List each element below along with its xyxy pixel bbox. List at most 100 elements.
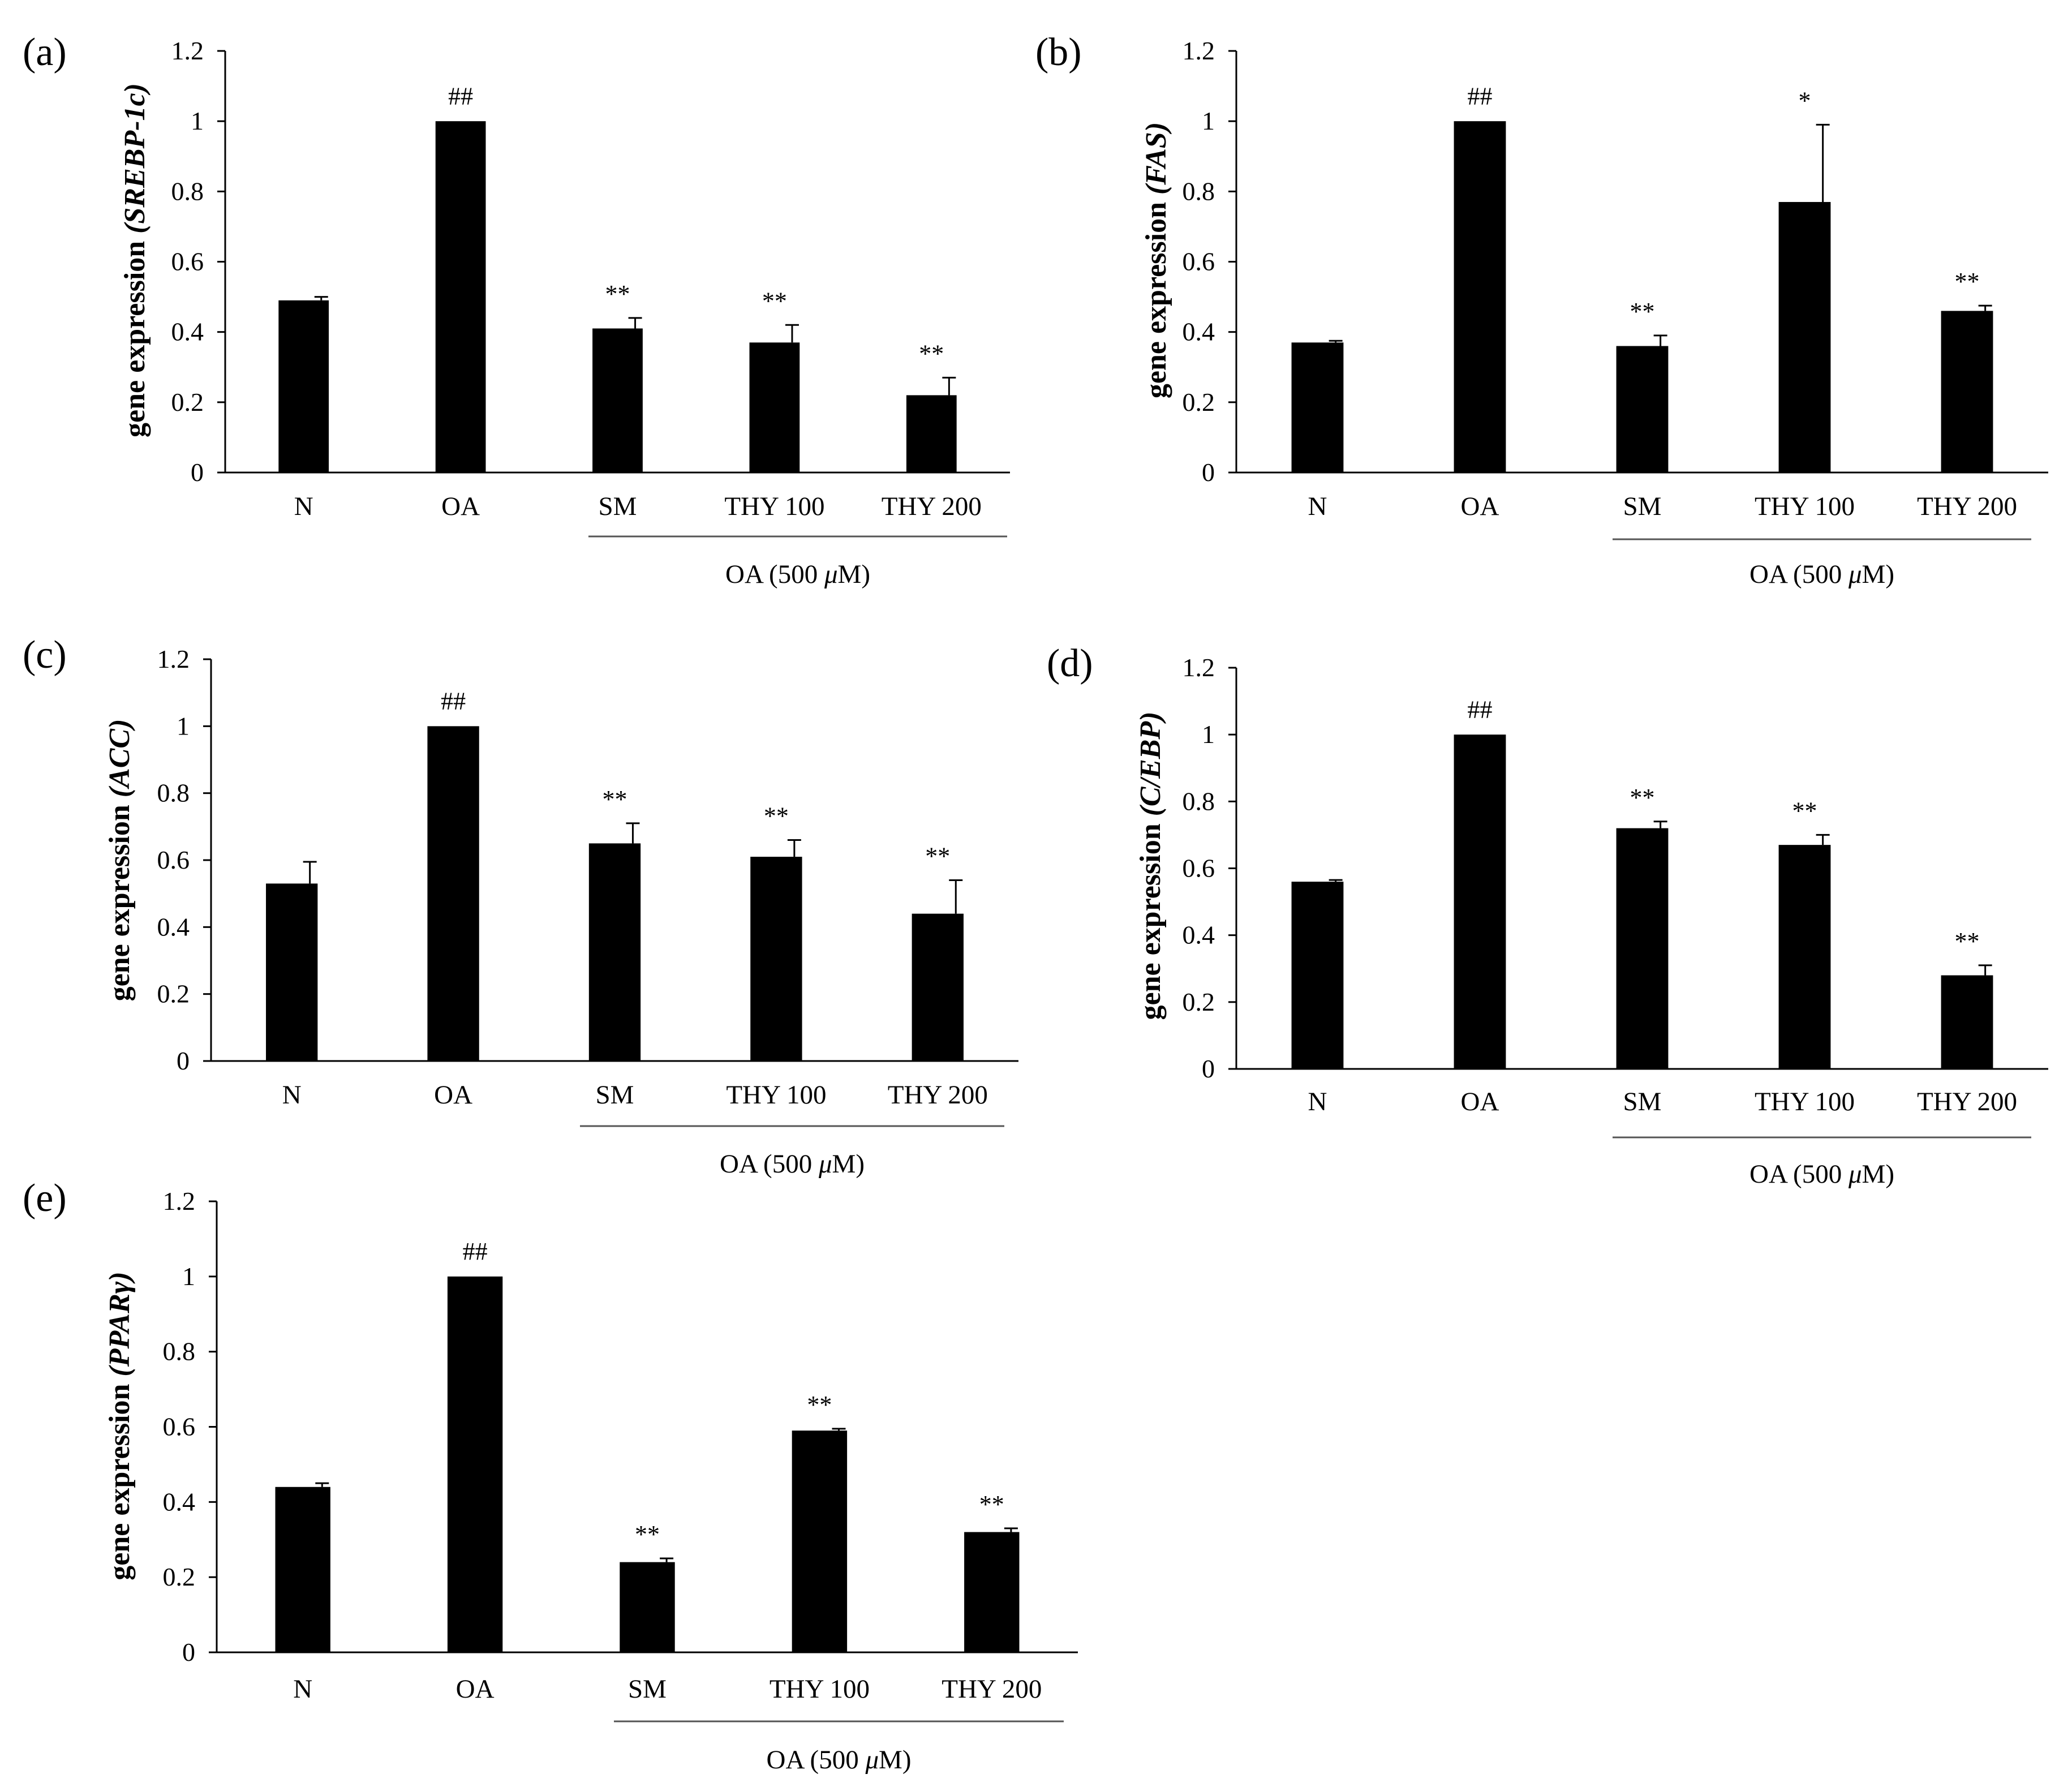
significance-marker: ## bbox=[441, 688, 466, 715]
x-tick-label: SM bbox=[1623, 1087, 1662, 1116]
panel-label: (b) bbox=[1035, 31, 1082, 74]
group-label-mu: μ bbox=[824, 560, 838, 589]
significance-marker: ** bbox=[605, 280, 630, 308]
significance-marker: ** bbox=[1955, 927, 1980, 955]
panel-label: (e) bbox=[23, 1176, 67, 1220]
group-label-prefix: OA (500 bbox=[720, 1149, 819, 1179]
bar-thy-100 bbox=[1778, 201, 1831, 472]
significance-marker: ** bbox=[1955, 268, 1980, 295]
group-label-prefix: OA (500 bbox=[1749, 1159, 1849, 1189]
y-tick-label: 0.4 bbox=[157, 912, 190, 941]
y-tick-label: 0.2 bbox=[1183, 987, 1215, 1016]
y-tick-label: 0.4 bbox=[163, 1487, 196, 1516]
x-tick-label: THY 200 bbox=[1917, 1087, 2017, 1116]
panel-label: (c) bbox=[23, 633, 67, 677]
x-tick-label: THY 200 bbox=[888, 1080, 988, 1110]
bar-n bbox=[278, 300, 329, 472]
y-tick-label: 0.2 bbox=[1183, 388, 1215, 416]
y-axis-label-prefix: gene expression bbox=[104, 797, 136, 1001]
y-tick-label: 0.4 bbox=[1183, 317, 1215, 346]
bar-sm bbox=[1616, 346, 1669, 472]
x-tick-label: N bbox=[293, 1674, 312, 1704]
bar-sm bbox=[620, 1562, 675, 1652]
x-tick-label: THY 100 bbox=[770, 1674, 870, 1704]
y-tick-label: 0.8 bbox=[163, 1337, 196, 1366]
y-tick-label: 0.2 bbox=[157, 980, 190, 1008]
x-tick-label: N bbox=[1308, 1087, 1327, 1116]
y-tick-label: 0.4 bbox=[1183, 921, 1215, 950]
bar-thy-200 bbox=[906, 395, 957, 472]
significance-marker: ## bbox=[448, 82, 473, 110]
group-label: OA (500 μM) bbox=[1749, 560, 1894, 589]
y-axis-label-gene: (SREBP-1c) bbox=[119, 83, 151, 234]
y-axis-label-prefix: gene expression bbox=[104, 1377, 136, 1580]
panel-label: (a) bbox=[23, 31, 67, 74]
group-label-unit: M) bbox=[832, 1149, 865, 1179]
y-axis-label: gene expression (SREBP-1c) bbox=[119, 83, 151, 437]
chart-panel-e: (e) 0 0.2 0.4 0.6 0.8 1 1.2 gene expression (PPA… bbox=[23, 1176, 1078, 1775]
group-label-mu: μ bbox=[865, 1745, 879, 1775]
group-label-prefix: OA (500 bbox=[767, 1745, 866, 1775]
x-tick-label: OA bbox=[434, 1080, 472, 1110]
x-tick-label: OA bbox=[456, 1674, 495, 1704]
y-tick-label: 0 bbox=[191, 458, 204, 487]
bar-thy-200 bbox=[912, 913, 964, 1061]
x-tick-label: SM bbox=[596, 1080, 634, 1110]
group-label-unit: M) bbox=[879, 1745, 911, 1775]
chart-panel-c: (c) 0 0.2 0.4 0.6 0.8 1 1.2 gene expression (ACC… bbox=[23, 633, 1018, 1179]
y-axis-label: gene expression (FAS) bbox=[1140, 122, 1172, 398]
x-tick-label: THY 100 bbox=[726, 1080, 826, 1110]
x-tick-label: SM bbox=[1623, 492, 1662, 521]
x-tick-label: THY 200 bbox=[882, 492, 982, 521]
significance-marker: ** bbox=[635, 1520, 660, 1548]
y-axis-label-gene: (ACC) bbox=[104, 719, 136, 798]
y-axis-label-gene: (C/EBP) bbox=[1134, 711, 1167, 816]
bar-sm bbox=[1616, 828, 1669, 1069]
y-tick-label: 1 bbox=[177, 711, 190, 740]
group-label: OA (500 μM) bbox=[725, 560, 870, 589]
x-tick-label: N bbox=[1308, 492, 1327, 521]
significance-marker: ** bbox=[807, 1391, 832, 1419]
y-axis-label-prefix: gene expression bbox=[1140, 195, 1172, 398]
y-tick-label: 0 bbox=[1202, 1054, 1215, 1083]
y-tick-label: 0.4 bbox=[171, 317, 204, 346]
x-tick-label: OA bbox=[1461, 492, 1499, 521]
y-axis-label: gene expression (PPARγ) bbox=[104, 1271, 136, 1580]
y-tick-label: 0.2 bbox=[163, 1562, 196, 1591]
y-tick-label: 0.8 bbox=[171, 177, 204, 205]
group-label: OA (500 μM) bbox=[1749, 1159, 1894, 1189]
bar-oa bbox=[427, 726, 479, 1061]
significance-marker: ## bbox=[1468, 82, 1493, 110]
y-axis-label-prefix: gene expression bbox=[119, 234, 151, 437]
x-tick-label: THY 100 bbox=[724, 492, 824, 521]
x-tick-label: THY 200 bbox=[1917, 492, 2017, 521]
significance-marker: ## bbox=[1468, 695, 1493, 723]
significance-marker: ** bbox=[1630, 298, 1655, 325]
significance-marker: * bbox=[1799, 87, 1811, 114]
significance-marker: ** bbox=[1630, 784, 1655, 811]
bar-oa bbox=[1454, 121, 1506, 472]
y-tick-label: 1 bbox=[1202, 106, 1215, 135]
group-label-unit: M) bbox=[1862, 560, 1894, 589]
x-tick-label: OA bbox=[441, 492, 480, 521]
group-label-prefix: OA (500 bbox=[1749, 560, 1849, 589]
y-tick-label: 1.2 bbox=[1183, 653, 1215, 682]
bar-oa bbox=[1454, 734, 1506, 1069]
y-tick-label: 0.8 bbox=[1183, 177, 1215, 205]
y-tick-label: 0.6 bbox=[163, 1412, 196, 1441]
bar-sm bbox=[592, 328, 643, 472]
y-axis-label-gene: (PPARγ) bbox=[104, 1271, 136, 1376]
y-tick-label: 1.2 bbox=[163, 1187, 196, 1215]
bar-thy-100 bbox=[1778, 845, 1831, 1069]
y-tick-label: 0.2 bbox=[171, 388, 204, 416]
y-axis-label: gene expression (C/EBP) bbox=[1134, 711, 1167, 1020]
y-axis-label-prefix: gene expression bbox=[1134, 816, 1167, 1020]
y-tick-label: 0 bbox=[1202, 458, 1215, 487]
y-tick-label: 0.6 bbox=[1183, 247, 1215, 276]
x-tick-label: THY 200 bbox=[942, 1674, 1042, 1704]
y-tick-label: 0 bbox=[177, 1046, 190, 1075]
y-tick-label: 0 bbox=[182, 1638, 195, 1666]
group-label-unit: M) bbox=[838, 560, 870, 589]
significance-marker: ** bbox=[764, 802, 789, 830]
